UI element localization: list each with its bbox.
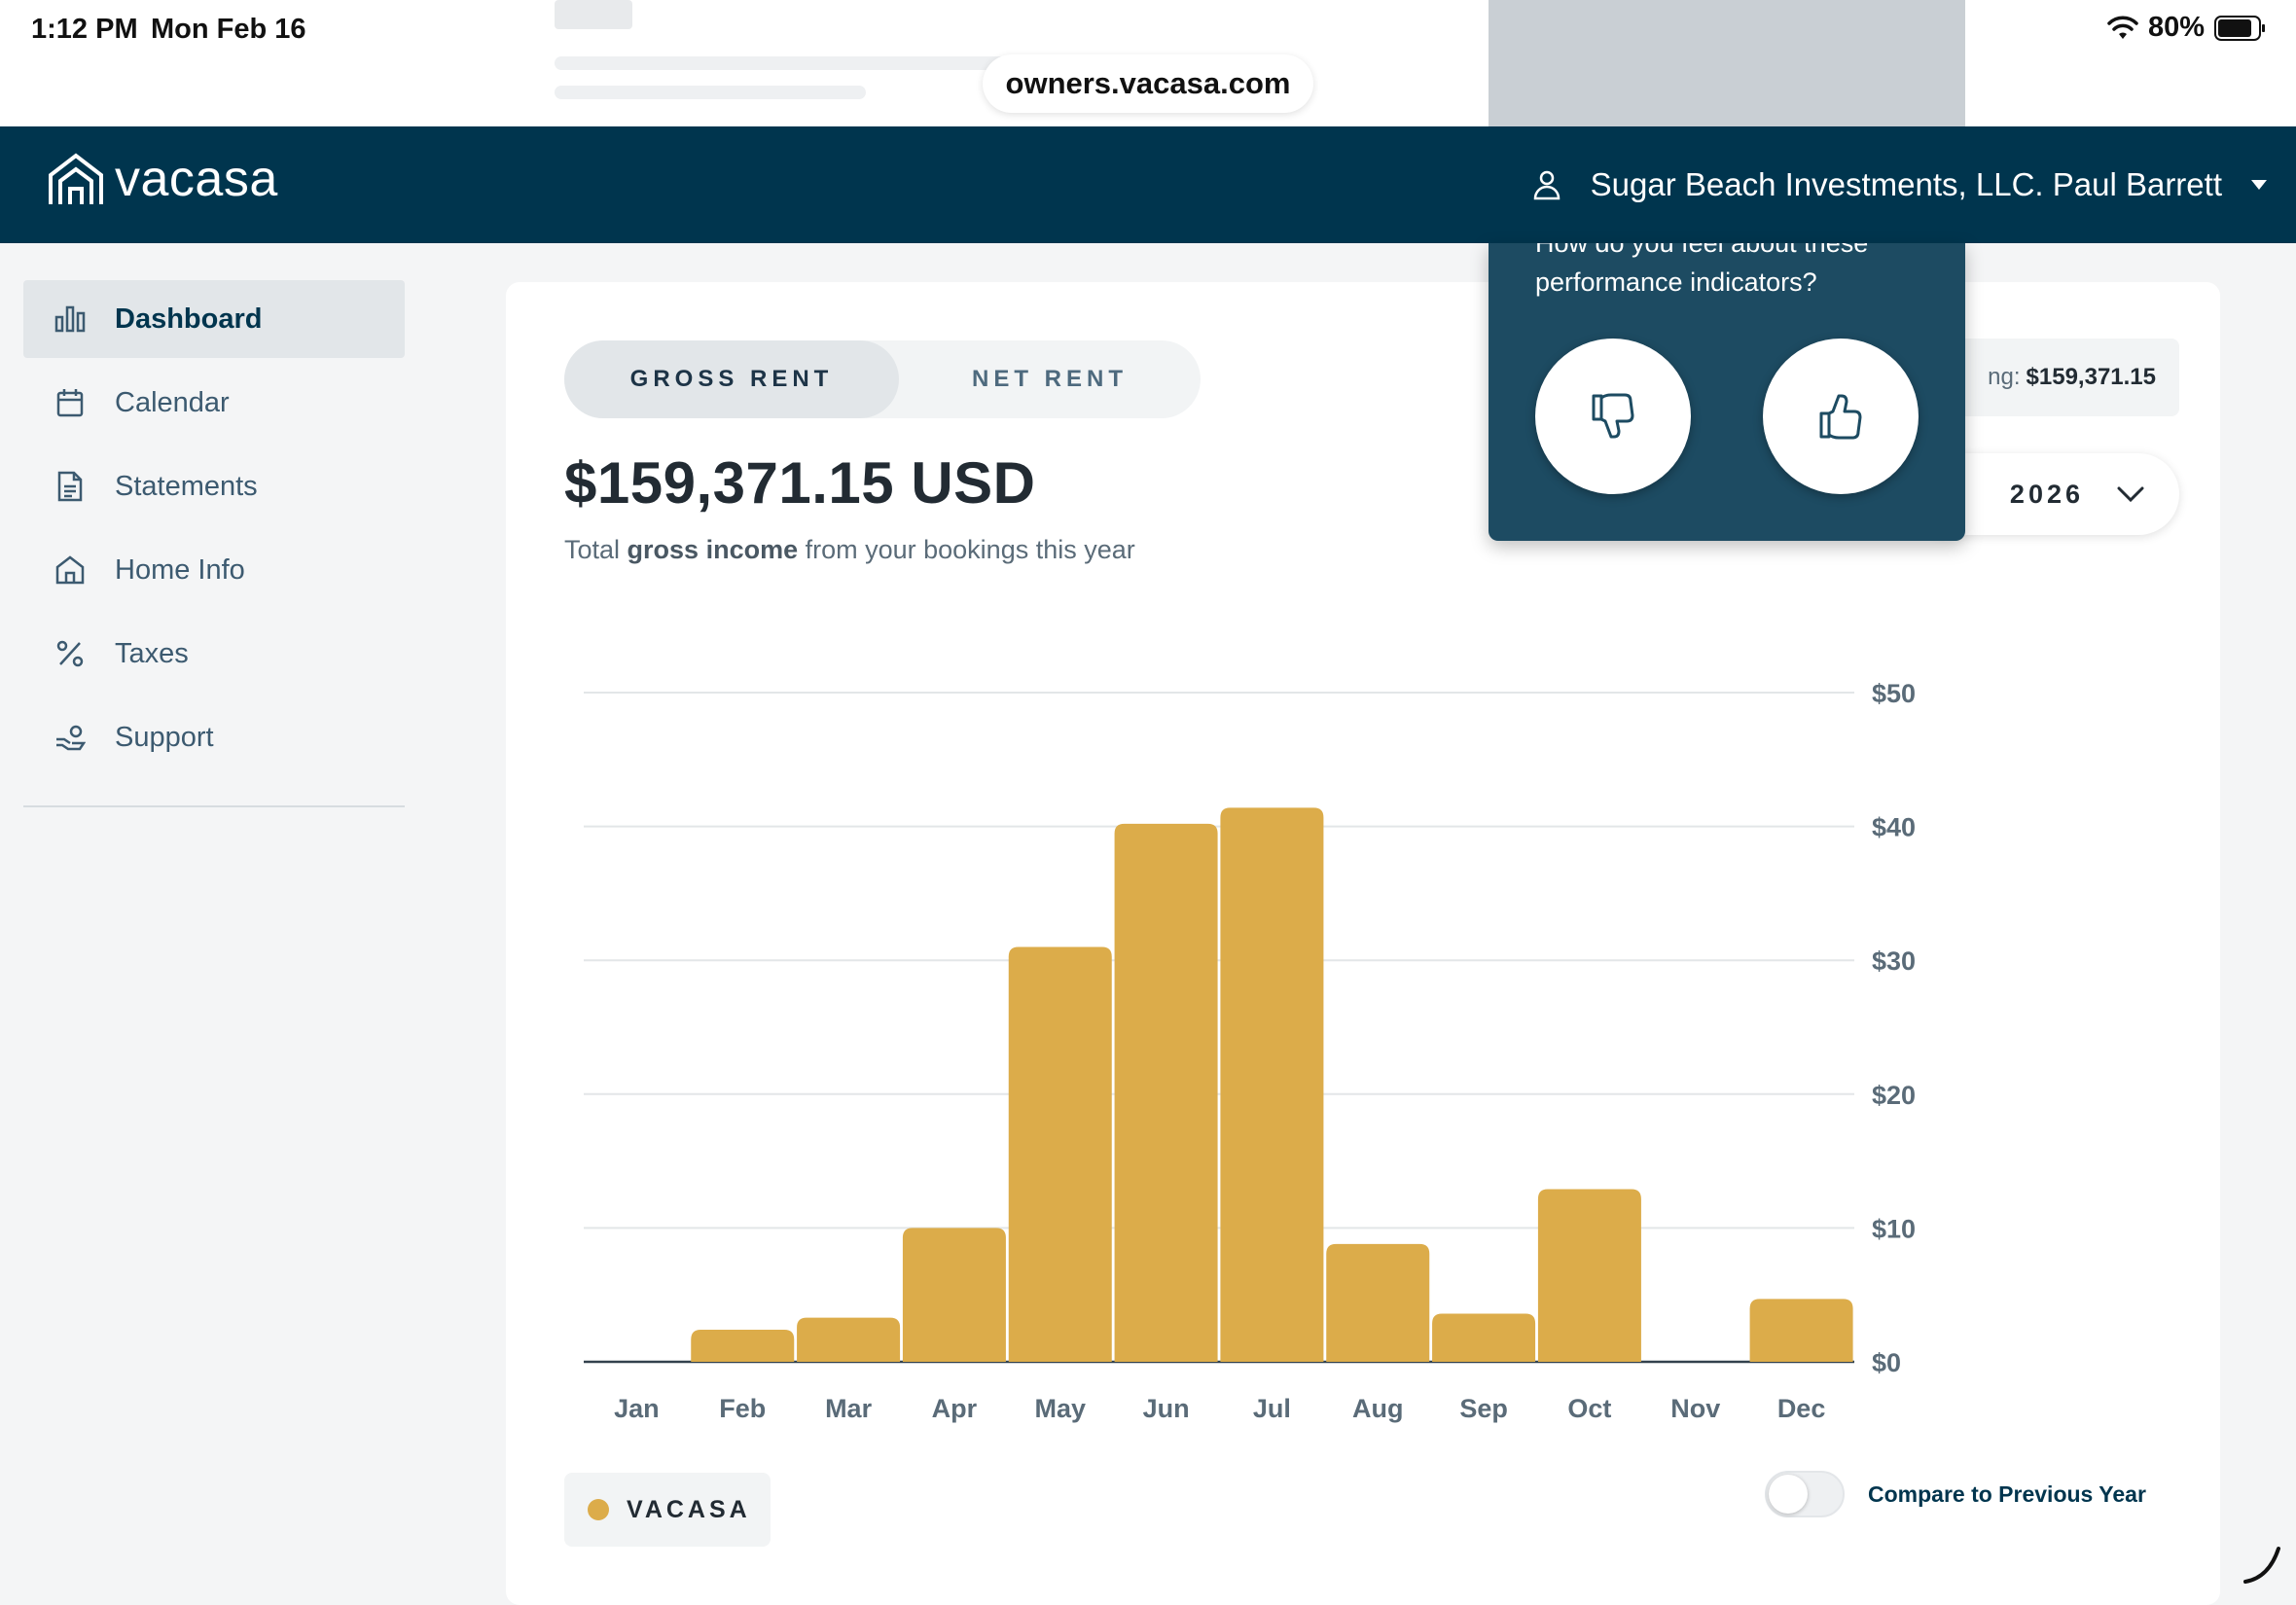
tab-gross-rent[interactable]: GROSS RENT [564, 340, 899, 418]
ytd-label: ng: [1988, 364, 2020, 391]
sidebar-item-label: Home Info [115, 554, 245, 587]
document-icon [54, 471, 86, 502]
thumbs-down-button[interactable] [1535, 339, 1691, 494]
status-date: Mon Feb 16 [151, 14, 306, 46]
battery-percent: 80% [2148, 12, 2205, 44]
chevron-down-icon [2117, 486, 2144, 502]
subtitle-emphasis: gross income [628, 535, 799, 564]
compare-previous-year: Compare to Previous Year [1765, 1471, 2146, 1517]
compare-toggle[interactable] [1765, 1471, 1845, 1517]
thumbs-up-button[interactable] [1763, 339, 1919, 494]
caret-down-icon [2251, 180, 2267, 190]
compare-label: Compare to Previous Year [1868, 1481, 2146, 1508]
x-tick-label: May [1034, 1394, 1086, 1423]
url-bar[interactable]: owners.vacasa.com [983, 54, 1313, 113]
sidebar-item-support[interactable]: Support [23, 698, 405, 776]
bar-mar [797, 1318, 900, 1362]
account-name: Sugar Beach Investments, LLC. Paul Barre… [1591, 166, 2222, 203]
user-icon [1532, 169, 1561, 200]
x-tick-label: Jun [1143, 1394, 1190, 1423]
sidebar: Dashboard Calendar Statements Home Info … [0, 243, 428, 1595]
bar-apr [903, 1228, 1006, 1362]
y-tick-label: $10 [1872, 1214, 1916, 1243]
x-tick-label: Feb [719, 1394, 766, 1423]
feedback-question: How do you feel about these performance … [1535, 243, 1944, 302]
sidebar-item-taxes[interactable]: Taxes [23, 615, 405, 693]
bar-may [1009, 946, 1112, 1362]
toggle-knob [1769, 1475, 1808, 1514]
y-tick-label: $20 [1872, 1081, 1916, 1110]
url-text: owners.vacasa.com [1006, 66, 1291, 101]
percent-icon [54, 638, 86, 669]
x-tick-label: Apr [932, 1394, 978, 1423]
sidebar-item-label: Support [115, 722, 214, 754]
support-icon [54, 722, 86, 753]
subtitle-text: from your bookings this year [798, 535, 1135, 564]
background-heading-placeholder [555, 0, 632, 29]
feedback-popup: How do you feel about these performance … [1489, 243, 1965, 541]
resize-handle-icon [2240, 1539, 2288, 1587]
selected-year: 2026 [2010, 480, 2084, 510]
bar-dec [1750, 1299, 1853, 1362]
tab-net-rent[interactable]: NET RENT [899, 340, 1201, 418]
background-popup-placeholder [1489, 0, 1965, 126]
bar-sep [1432, 1313, 1535, 1362]
legend-label: VACASA [627, 1496, 751, 1524]
sidebar-item-label: Taxes [115, 638, 189, 670]
calendar-icon [54, 387, 86, 418]
rent-type-tabs: GROSS RENT NET RENT [564, 340, 1201, 418]
sidebar-divider [23, 805, 405, 807]
house-logo-icon [47, 152, 105, 206]
x-tick-label: Sep [1459, 1394, 1508, 1423]
subtitle-text: Total [564, 535, 628, 564]
wifi-icon [2107, 16, 2138, 41]
sidebar-item-label: Dashboard [115, 303, 262, 336]
x-tick-label: Jan [614, 1394, 660, 1423]
x-tick-label: Mar [825, 1394, 873, 1423]
y-tick-label: $30 [1872, 946, 1916, 976]
sidebar-item-label: Calendar [115, 387, 230, 419]
x-tick-label: Oct [1567, 1394, 1611, 1423]
app-header: vacasa Sugar Beach Investments, LLC. Pau… [0, 126, 2296, 243]
x-tick-label: Nov [1670, 1394, 1720, 1423]
logo-text: vacasa [115, 150, 278, 208]
legend-swatch [588, 1499, 609, 1520]
x-tick-label: Jul [1253, 1394, 1291, 1423]
x-tick-label: Aug [1352, 1394, 1403, 1423]
sidebar-item-dashboard[interactable]: Dashboard [23, 280, 405, 358]
x-tick-label: Dec [1777, 1394, 1826, 1423]
sidebar-nav: Dashboard Calendar Statements Home Info … [23, 280, 405, 782]
bar-chart-icon [54, 303, 86, 335]
status-indicators: 80% [2107, 12, 2267, 44]
y-tick-label: $40 [1872, 813, 1916, 842]
sidebar-item-statements[interactable]: Statements [23, 447, 405, 525]
bar-feb [691, 1330, 794, 1362]
bar-aug [1326, 1244, 1429, 1362]
thumbs-up-icon [1817, 392, 1864, 441]
bar-jun [1115, 824, 1218, 1362]
background-text-placeholder [555, 86, 866, 99]
home-icon [54, 554, 86, 586]
account-menu[interactable]: Sugar Beach Investments, LLC. Paul Barre… [1532, 126, 2267, 243]
sidebar-item-home-info[interactable]: Home Info [23, 531, 405, 609]
background-text-placeholder [555, 56, 1060, 70]
sidebar-item-calendar[interactable]: Calendar [23, 364, 405, 442]
battery-icon [2214, 15, 2267, 42]
status-time: 1:12 PM [31, 14, 138, 46]
total-amount: $159,371.15 USD [564, 449, 1036, 517]
ytd-value: $159,371.15 [2027, 364, 2156, 391]
bar-oct [1538, 1189, 1641, 1362]
status-bar: 1:12 PM Mon Feb 16 owners.vacasa.com 80% [0, 0, 2296, 126]
thumbs-down-icon [1590, 392, 1636, 441]
vacasa-logo[interactable]: vacasa [47, 150, 278, 208]
sidebar-item-label: Statements [115, 471, 258, 503]
total-subtitle: Total gross income from your bookings th… [564, 535, 1135, 565]
legend-vacasa: VACASA [564, 1473, 771, 1547]
y-tick-label: $50 [1872, 679, 1916, 708]
y-tick-label: $0 [1872, 1348, 1901, 1377]
bar-jul [1220, 807, 1323, 1362]
